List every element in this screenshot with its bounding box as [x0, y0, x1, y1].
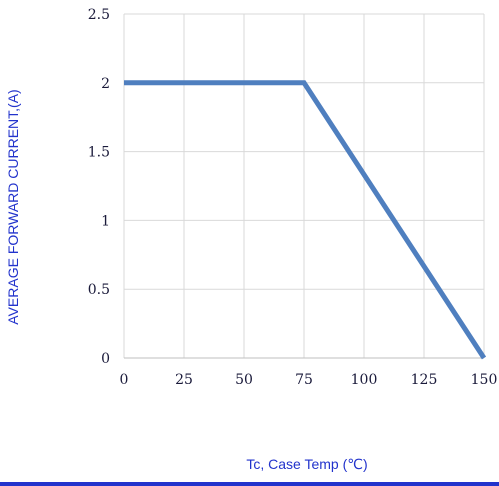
y-tick-label: 0.5	[88, 282, 110, 298]
y-tick-label: 2.5	[88, 7, 110, 23]
x-tick-label: 100	[351, 372, 378, 388]
x-tick-label: 75	[295, 372, 313, 388]
x-axis-title: Tc, Case Temp (℃)	[246, 456, 367, 472]
x-tick-label: 50	[235, 372, 253, 388]
x-tick-label: 150	[471, 372, 498, 388]
y-tick-label: 1.5	[88, 145, 110, 161]
series-line	[124, 80, 487, 360]
y-tick-label: 0	[101, 351, 110, 367]
y-tick-label: 2	[101, 76, 110, 92]
y-tick-label: 1	[101, 213, 110, 229]
grid	[123, 13, 485, 358]
series-group	[124, 80, 487, 360]
x-tick-label: 0	[120, 372, 129, 388]
y-axis-title: AVERAGE FORWARD CURRENT,(A)	[5, 89, 21, 324]
x-tick-labels: 0 25 50 75 100 125 150	[120, 372, 498, 388]
x-tick-label: 125	[411, 372, 438, 388]
bottom-rule	[0, 482, 499, 486]
x-tick-label: 25	[175, 372, 193, 388]
y-tick-labels: 0 0.5 1 1.5 2 2.5	[88, 7, 110, 367]
